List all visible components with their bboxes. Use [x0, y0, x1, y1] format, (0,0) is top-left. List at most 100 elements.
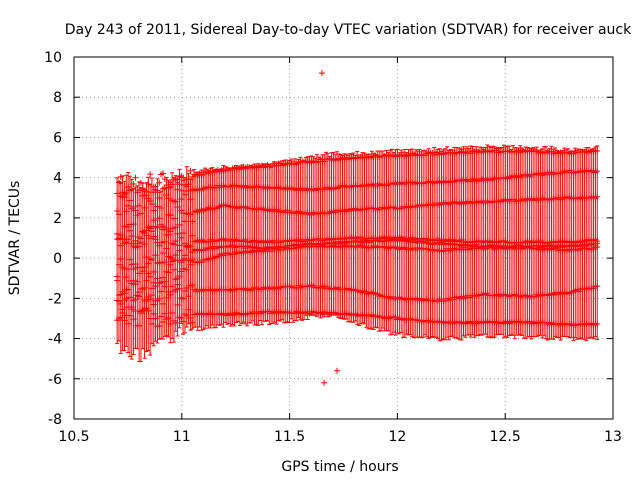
- data-point: [159, 170, 166, 177]
- data-point: [148, 257, 155, 264]
- data-point: [117, 173, 124, 180]
- data-point: [126, 227, 133, 234]
- data-point: [161, 238, 168, 245]
- data-point: [125, 286, 132, 293]
- data-point: [167, 212, 174, 219]
- data-point: [594, 283, 601, 290]
- data-point: [159, 274, 166, 281]
- data-point: [176, 285, 183, 292]
- data-point: [172, 224, 179, 231]
- data-point: [163, 191, 170, 198]
- data-point: [156, 242, 163, 249]
- data-point: [150, 268, 157, 275]
- data-point: [167, 228, 174, 235]
- data-point: [121, 223, 128, 230]
- data-point: [167, 291, 174, 298]
- y-tick-label: -8: [48, 412, 62, 428]
- data-point: [117, 232, 124, 239]
- data-point: [594, 193, 601, 200]
- x-tick-label: 12: [388, 429, 406, 445]
- data-point: [143, 277, 150, 284]
- data-point: [152, 183, 159, 190]
- data-point: [594, 147, 601, 154]
- data-point: [141, 241, 148, 248]
- data-point: [150, 310, 157, 317]
- data-point: [176, 221, 183, 228]
- data-point: [321, 379, 328, 386]
- data-point: [169, 310, 176, 317]
- data-point: [121, 317, 128, 324]
- data-point: [187, 315, 194, 322]
- data-point: [185, 306, 192, 313]
- data-point: [136, 293, 143, 300]
- data-point: [123, 274, 130, 281]
- data-point: [178, 314, 185, 321]
- data-point: [114, 207, 121, 214]
- data-point: [123, 295, 130, 302]
- y-tick-label: -2: [48, 291, 62, 307]
- data-point: [176, 273, 183, 280]
- data-point: [181, 288, 188, 295]
- data-point: [189, 319, 196, 326]
- data-point: [176, 247, 183, 254]
- data-point: [147, 197, 154, 204]
- data-point: [181, 218, 188, 225]
- data-point: [125, 202, 132, 209]
- data-point: [148, 320, 155, 327]
- x-tick-label: 11: [173, 429, 191, 445]
- data-point: [145, 180, 152, 187]
- y-tick-labels: -8 -6 -4 -2 0 2 4 6 8 10: [44, 50, 62, 428]
- data-point: [156, 322, 163, 329]
- data-point: [125, 320, 132, 327]
- data-point: [141, 264, 148, 271]
- data-point: [130, 180, 137, 187]
- y-tick-label: -6: [48, 372, 62, 388]
- data-point: [139, 192, 146, 199]
- data-point: [156, 295, 163, 302]
- data-point: [174, 176, 181, 183]
- data-point: [187, 211, 194, 218]
- data-point: [128, 306, 135, 313]
- data-point: [169, 225, 176, 232]
- data-point: [123, 208, 130, 215]
- data-point: [165, 195, 172, 202]
- data-point: [154, 203, 161, 210]
- data-point: [154, 275, 161, 282]
- data-point: [119, 309, 126, 316]
- data-point: [139, 268, 146, 275]
- data-point: [174, 230, 181, 237]
- data-point: [334, 367, 341, 374]
- data-point: [143, 298, 150, 305]
- data-point: [152, 236, 159, 243]
- data-point: [180, 187, 187, 194]
- data-point: [180, 318, 187, 325]
- data-point: [318, 70, 325, 77]
- plot-frame: [73, 56, 614, 420]
- data-point: [126, 256, 133, 263]
- data-point: [132, 308, 139, 315]
- data-point: [174, 186, 181, 193]
- data-point: [125, 236, 132, 243]
- data-point: [183, 176, 190, 183]
- data-point: [181, 191, 188, 198]
- data-point: [158, 313, 165, 320]
- data-point: [180, 265, 187, 272]
- data-point: [115, 211, 122, 218]
- data-point: [161, 310, 168, 317]
- data-point: [125, 266, 132, 273]
- y-axis-label: SDTVAR / TECUs: [7, 181, 23, 296]
- y-tick-label: 10: [44, 50, 62, 66]
- data-point: [165, 269, 172, 276]
- data-point: [174, 257, 181, 264]
- data-point: [130, 316, 137, 323]
- data-point: [137, 264, 144, 271]
- y-tick-label: -4: [48, 332, 62, 348]
- data-point: [159, 300, 166, 307]
- data-points: [114, 70, 601, 386]
- x-tick-labels: 10.5 11 11.5 12 12.5 13: [58, 429, 622, 445]
- data-point: [137, 179, 144, 186]
- data-point: [172, 252, 179, 259]
- data-point: [154, 224, 161, 231]
- data-point: [172, 238, 179, 245]
- data-point: [170, 241, 177, 248]
